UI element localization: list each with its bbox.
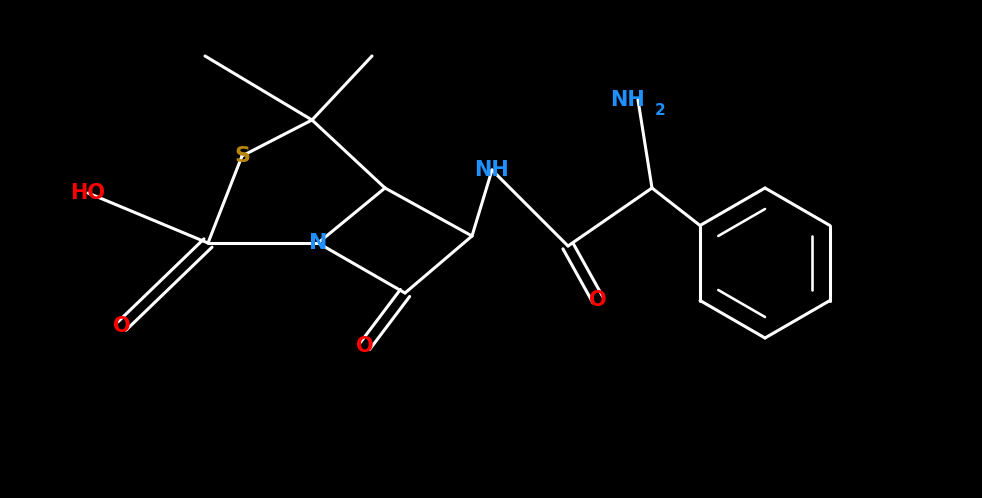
Text: 2: 2 bbox=[655, 103, 666, 118]
Text: HO: HO bbox=[71, 183, 105, 203]
Text: O: O bbox=[356, 336, 374, 356]
Text: O: O bbox=[589, 290, 607, 310]
Text: O: O bbox=[113, 316, 131, 336]
Text: N: N bbox=[308, 233, 327, 253]
Text: NH: NH bbox=[474, 160, 510, 180]
Text: NH: NH bbox=[611, 90, 645, 110]
Text: S: S bbox=[234, 146, 250, 166]
